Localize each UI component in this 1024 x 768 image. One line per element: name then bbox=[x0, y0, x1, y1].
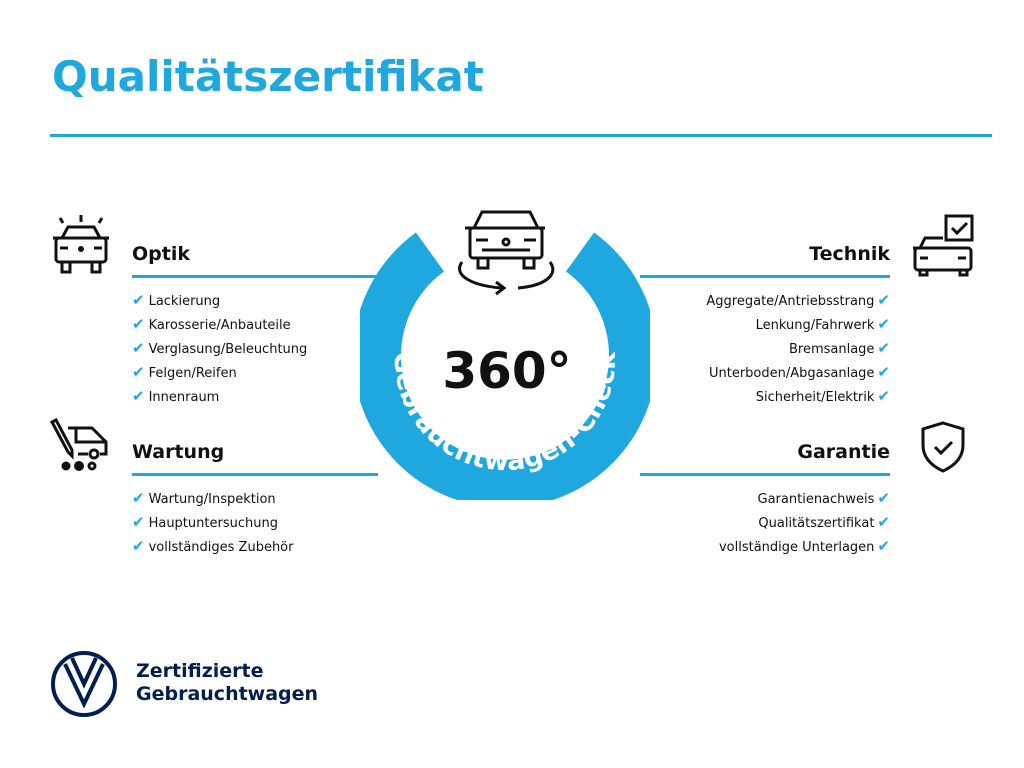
section-technik: Technik Aggregate/Antriebsstrang ✔ Lenkun… bbox=[640, 243, 890, 412]
car-rotate-icon bbox=[458, 210, 555, 296]
car-check-icon bbox=[913, 214, 974, 277]
list-item: ✔ Karosserie/Anbauteile bbox=[132, 315, 291, 333]
list-item: Qualitätszertifikat ✔ bbox=[758, 513, 890, 531]
check-icon: ✔ bbox=[132, 537, 145, 555]
section-optik: Optik ✔ Lackierung ✔ Karosserie/Anbauteile… bbox=[132, 243, 378, 412]
list-item: Sicherheit/Elektrik ✔ bbox=[755, 387, 890, 405]
check-icon: ✔ bbox=[877, 315, 890, 333]
section-title: Technik bbox=[809, 243, 890, 265]
list-item: ✔ Hauptuntersuchung bbox=[132, 513, 278, 531]
list-item: Aggregate/Antriebsstrang ✔ bbox=[706, 291, 890, 309]
section-title: Wartung bbox=[132, 441, 225, 463]
check-icon: ✔ bbox=[877, 513, 890, 531]
section-title: Optik bbox=[132, 243, 190, 265]
check-icon: ✔ bbox=[877, 291, 890, 309]
check-icon: ✔ bbox=[877, 363, 890, 381]
list-item: Lenkung/Fahrwerk ✔ bbox=[755, 315, 890, 333]
divider bbox=[132, 473, 378, 476]
check-icon: ✔ bbox=[132, 387, 145, 405]
list-item: Garantienachweis ✔ bbox=[757, 489, 890, 507]
car-lights-icon bbox=[53, 215, 109, 274]
divider bbox=[640, 275, 890, 278]
check-360-badge: Gebrauchtwagen-Check 360° bbox=[360, 210, 650, 500]
page-title: Qualitätszertifikat bbox=[52, 52, 484, 101]
shield-check-icon bbox=[921, 421, 965, 473]
service-van-icon bbox=[49, 418, 108, 471]
check-icon: ✔ bbox=[877, 537, 890, 555]
degrees-label: 360° bbox=[442, 342, 571, 400]
list-item: ✔ Innenraum bbox=[132, 387, 220, 405]
check-icon: ✔ bbox=[877, 339, 890, 357]
check-icon: ✔ bbox=[132, 315, 145, 333]
check-icon: ✔ bbox=[132, 513, 145, 531]
check-icon: ✔ bbox=[132, 291, 145, 309]
vw-logo bbox=[51, 651, 117, 717]
list-item: ✔ Lackierung bbox=[132, 291, 221, 309]
divider bbox=[640, 473, 890, 476]
list-item: Bremsanlage ✔ bbox=[788, 339, 890, 357]
list-item: vollständige Unterlagen ✔ bbox=[718, 537, 890, 555]
list-item: ✔ vollständiges Zubehör bbox=[132, 537, 294, 555]
check-icon: ✔ bbox=[877, 489, 890, 507]
divider bbox=[50, 134, 992, 137]
section-garantie: Garantie Garantienachweis ✔ Qualitätszert… bbox=[640, 441, 890, 562]
check-icon: ✔ bbox=[132, 339, 145, 357]
check-icon: ✔ bbox=[132, 489, 145, 507]
divider bbox=[132, 275, 378, 278]
brand-name: Zertifizierte Gebrauchtwagen bbox=[136, 660, 319, 705]
check-icon: ✔ bbox=[877, 387, 890, 405]
list-item: ✔ Verglasung/Beleuchtung bbox=[132, 339, 308, 357]
list-item: Unterboden/Abgasanlage ✔ bbox=[708, 363, 890, 381]
list-item: ✔ Felgen/Reifen bbox=[132, 363, 237, 381]
ring bbox=[360, 232, 650, 500]
section-title: Garantie bbox=[797, 441, 890, 463]
section-wartung: Wartung ✔ Wartung/Inspektion ✔ Hauptunters… bbox=[132, 441, 378, 562]
check-icon: ✔ bbox=[132, 363, 145, 381]
list-item: ✔ Wartung/Inspektion bbox=[132, 489, 276, 507]
